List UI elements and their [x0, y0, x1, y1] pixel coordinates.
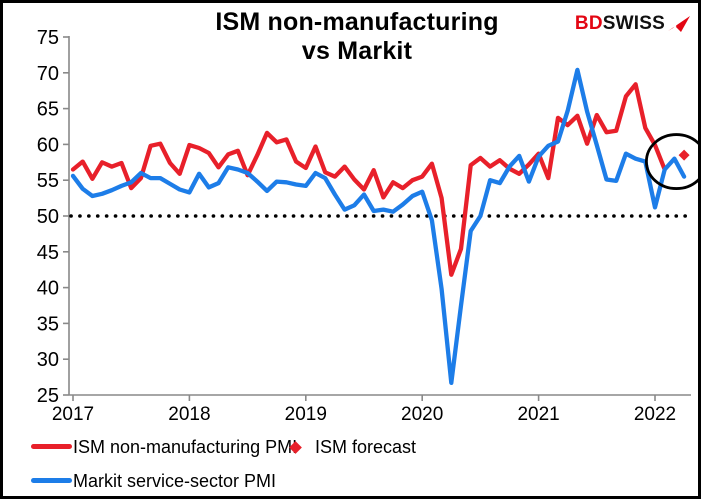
legend-line-swatch-ism: [31, 444, 72, 449]
y-tick-label: 70: [37, 63, 59, 85]
x-tick-label: 2021: [517, 404, 559, 425]
highlight-circle-annotation: [645, 133, 698, 190]
x-tick-label: 2022: [634, 404, 676, 425]
x-tick-label: 2017: [52, 404, 94, 425]
legend-label-markit: Markit service-sector PMI: [73, 471, 277, 491]
y-tick-label: 60: [37, 134, 59, 156]
series-line-ism: [70, 82, 667, 277]
legend-label-ism: ISM non-manufacturing PMI: [73, 437, 298, 457]
y-tick-label: 45: [37, 242, 59, 264]
forecast-diamond-marker: [678, 149, 690, 161]
brand-logo-swiss: SWISS: [602, 13, 665, 34]
y-tick-label: 75: [37, 27, 59, 49]
brand-logo: BD SWISS: [575, 13, 691, 35]
x-tick-label: 2018: [168, 404, 210, 425]
y-tick-label: 65: [37, 99, 59, 121]
line-chart: 25 30 35 40 45 50 55 60 65 70 75 2017 2018 2019 2020 20…: [37, 27, 698, 425]
series-line-markit: [70, 67, 687, 385]
chart-title-line1: ISM non-manufacturing: [215, 8, 499, 36]
y-tick-label: 30: [37, 349, 59, 371]
y-tick-label: 40: [37, 278, 59, 300]
legend-line-swatch-markit: [31, 478, 72, 483]
chart-title: ISM non-manufacturing vs Markit: [131, 8, 583, 66]
y-tick-label: 50: [37, 206, 59, 228]
x-tick-label: 2019: [285, 404, 327, 425]
chart-title-line2: vs Markit: [301, 37, 413, 65]
brand-logo-bd: BD: [574, 13, 603, 34]
y-tick-label: 25: [37, 385, 59, 407]
y-tick-label: 35: [37, 313, 59, 335]
x-tick-label: 2020: [401, 404, 443, 425]
y-tick-label: 55: [37, 170, 59, 192]
legend-label-forecast: ISM forecast: [315, 437, 417, 457]
bdswiss-arrow-icon: [668, 15, 690, 32]
